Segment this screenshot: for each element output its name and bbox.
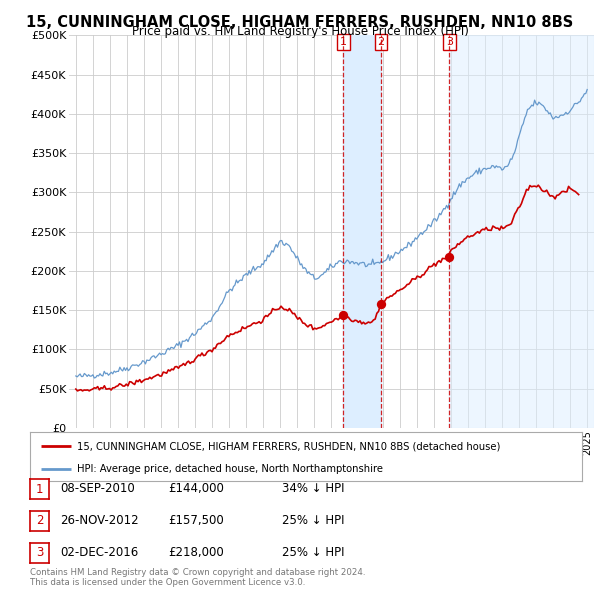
Text: Price paid vs. HM Land Registry's House Price Index (HPI): Price paid vs. HM Land Registry's House … <box>131 25 469 38</box>
Text: £144,000: £144,000 <box>168 482 224 495</box>
Text: 3: 3 <box>36 546 43 559</box>
Text: 15, CUNNINGHAM CLOSE, HIGHAM FERRERS, RUSHDEN, NN10 8BS: 15, CUNNINGHAM CLOSE, HIGHAM FERRERS, RU… <box>26 15 574 30</box>
Point <box>338 310 348 319</box>
Text: 25% ↓ HPI: 25% ↓ HPI <box>282 546 344 559</box>
Text: HPI: Average price, detached house, North Northamptonshire: HPI: Average price, detached house, Nort… <box>77 464 383 474</box>
Text: £218,000: £218,000 <box>168 546 224 559</box>
Text: 2: 2 <box>36 514 43 527</box>
Text: 2: 2 <box>377 37 385 47</box>
Text: 26-NOV-2012: 26-NOV-2012 <box>60 514 139 527</box>
Bar <box>449 35 594 428</box>
Text: 25% ↓ HPI: 25% ↓ HPI <box>282 514 344 527</box>
Text: £157,500: £157,500 <box>168 514 224 527</box>
Text: 1: 1 <box>340 37 347 47</box>
Text: 34% ↓ HPI: 34% ↓ HPI <box>282 482 344 495</box>
Bar <box>343 35 381 428</box>
Text: 1: 1 <box>36 483 43 496</box>
Text: Contains HM Land Registry data © Crown copyright and database right 2024.
This d: Contains HM Land Registry data © Crown c… <box>30 568 365 587</box>
Point <box>376 300 386 309</box>
Text: 08-SEP-2010: 08-SEP-2010 <box>60 482 135 495</box>
Text: 3: 3 <box>446 37 453 47</box>
Text: 02-DEC-2016: 02-DEC-2016 <box>60 546 138 559</box>
Text: 15, CUNNINGHAM CLOSE, HIGHAM FERRERS, RUSHDEN, NN10 8BS (detached house): 15, CUNNINGHAM CLOSE, HIGHAM FERRERS, RU… <box>77 441 500 451</box>
Point <box>445 252 454 261</box>
